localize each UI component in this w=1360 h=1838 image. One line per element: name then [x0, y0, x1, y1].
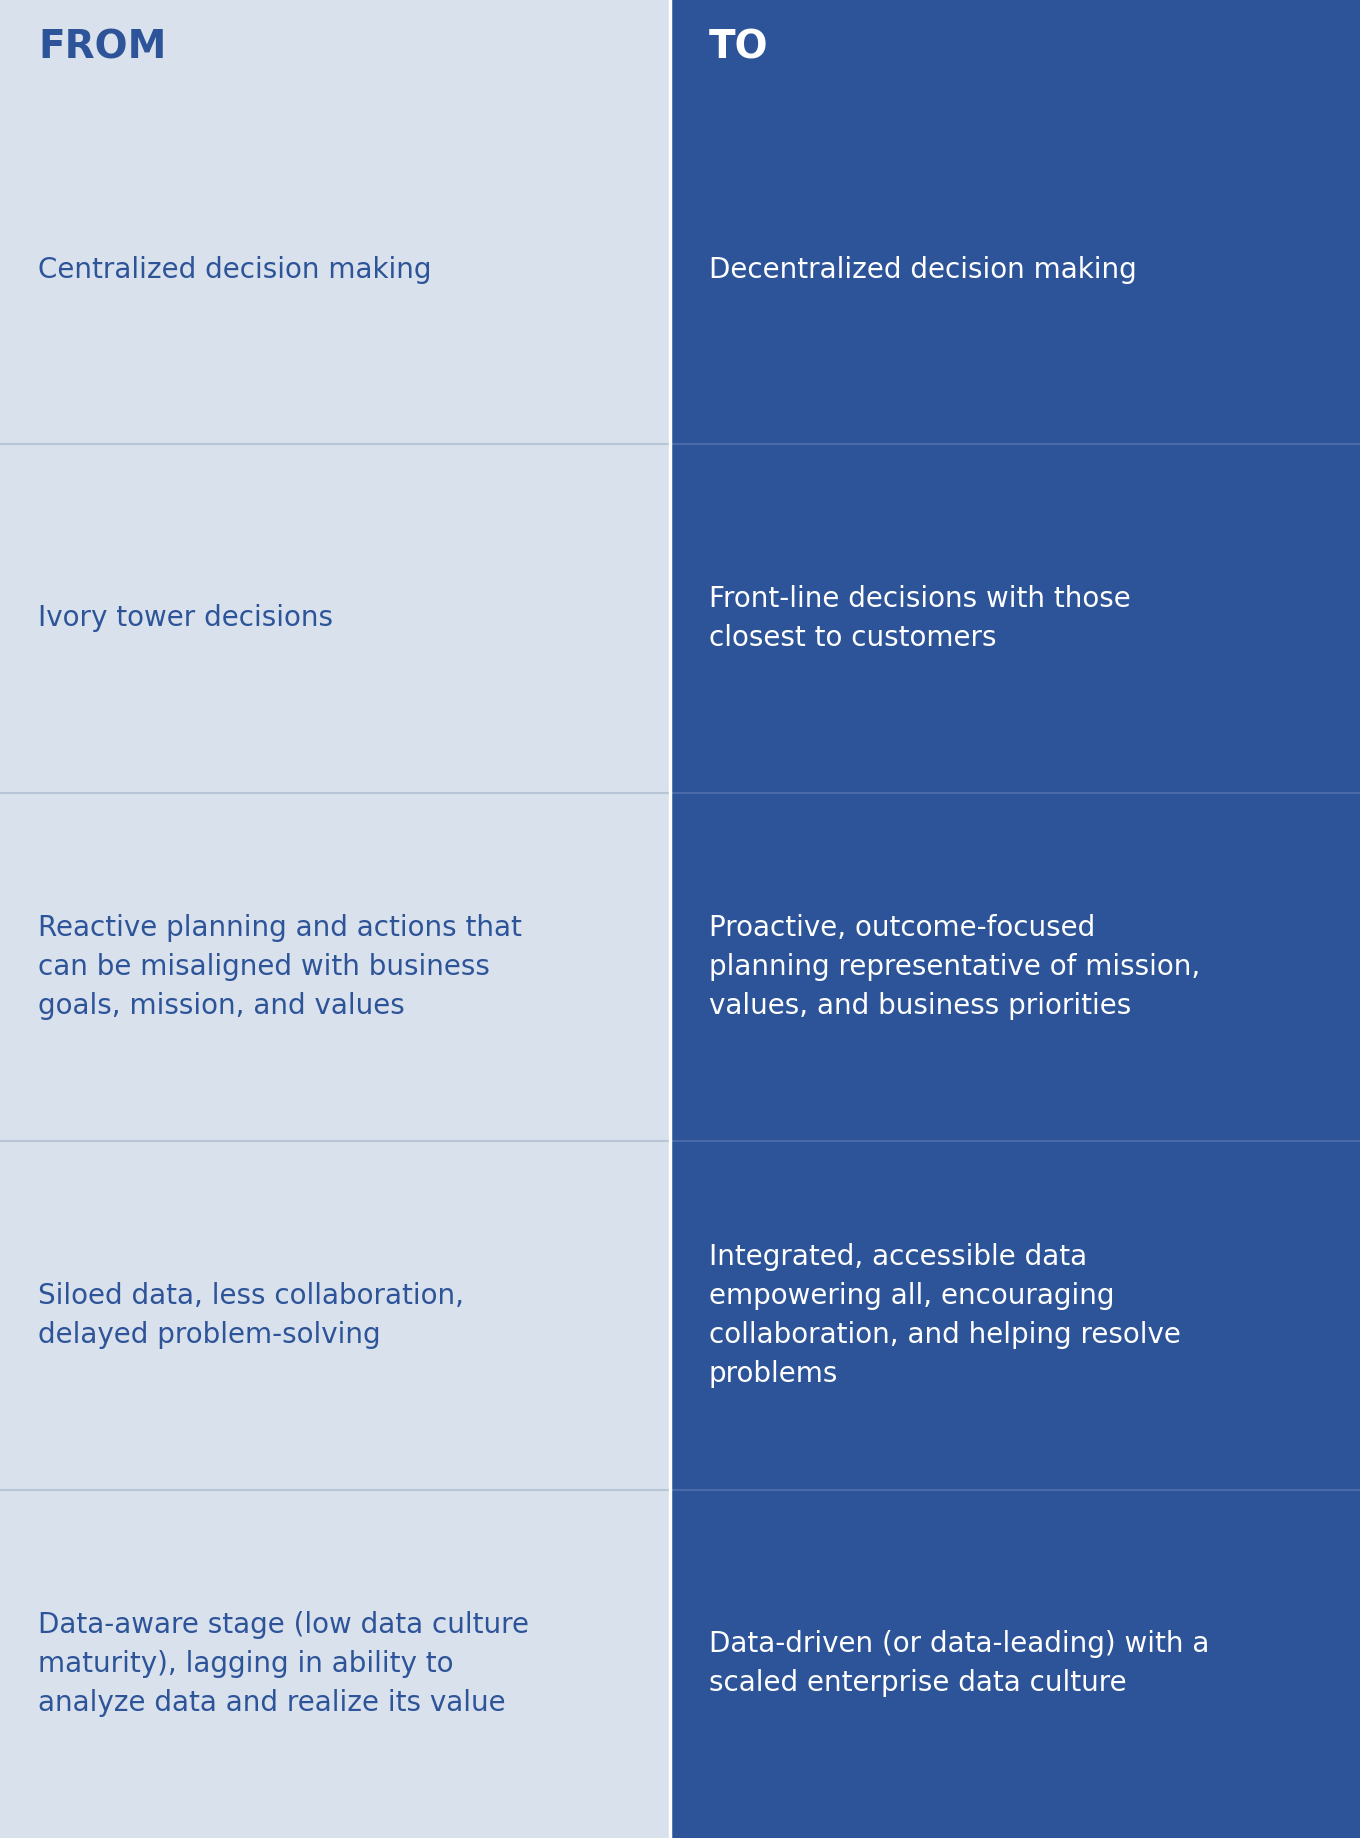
Text: FROM: FROM — [38, 29, 166, 66]
Text: Decentralized decision making: Decentralized decision making — [709, 255, 1137, 283]
Text: Siloed data, less collaboration,
delayed problem-solving: Siloed data, less collaboration, delayed… — [38, 1281, 464, 1349]
Text: Centralized decision making: Centralized decision making — [38, 255, 431, 283]
Bar — [0, 1141, 670, 1489]
Bar — [0, 445, 670, 792]
Bar — [0, 96, 670, 445]
Text: Reactive planning and actions that
can be misaligned with business
goals, missio: Reactive planning and actions that can b… — [38, 913, 522, 1020]
Bar — [0, 0, 670, 96]
Bar — [0, 1489, 670, 1838]
Bar — [670, 1489, 1360, 1838]
Text: Data-aware stage (low data culture
maturity), lagging in ability to
analyze data: Data-aware stage (low data culture matur… — [38, 1610, 529, 1717]
Text: Proactive, outcome-focused
planning representative of mission,
values, and busin: Proactive, outcome-focused planning repr… — [709, 913, 1200, 1020]
Bar — [670, 445, 1360, 792]
Text: Data-driven (or data-leading) with a
scaled enterprise data culture: Data-driven (or data-leading) with a sca… — [709, 1630, 1209, 1696]
Text: TO: TO — [709, 29, 768, 66]
Bar — [670, 0, 1360, 96]
Text: Integrated, accessible data
empowering all, encouraging
collaboration, and helpi: Integrated, accessible data empowering a… — [709, 1242, 1180, 1388]
Text: Ivory tower decisions: Ivory tower decisions — [38, 605, 333, 632]
Bar — [670, 1141, 1360, 1489]
Bar — [670, 792, 1360, 1141]
Bar — [0, 792, 670, 1141]
Bar — [670, 96, 1360, 445]
Text: Front-line decisions with those
closest to customers: Front-line decisions with those closest … — [709, 584, 1130, 652]
